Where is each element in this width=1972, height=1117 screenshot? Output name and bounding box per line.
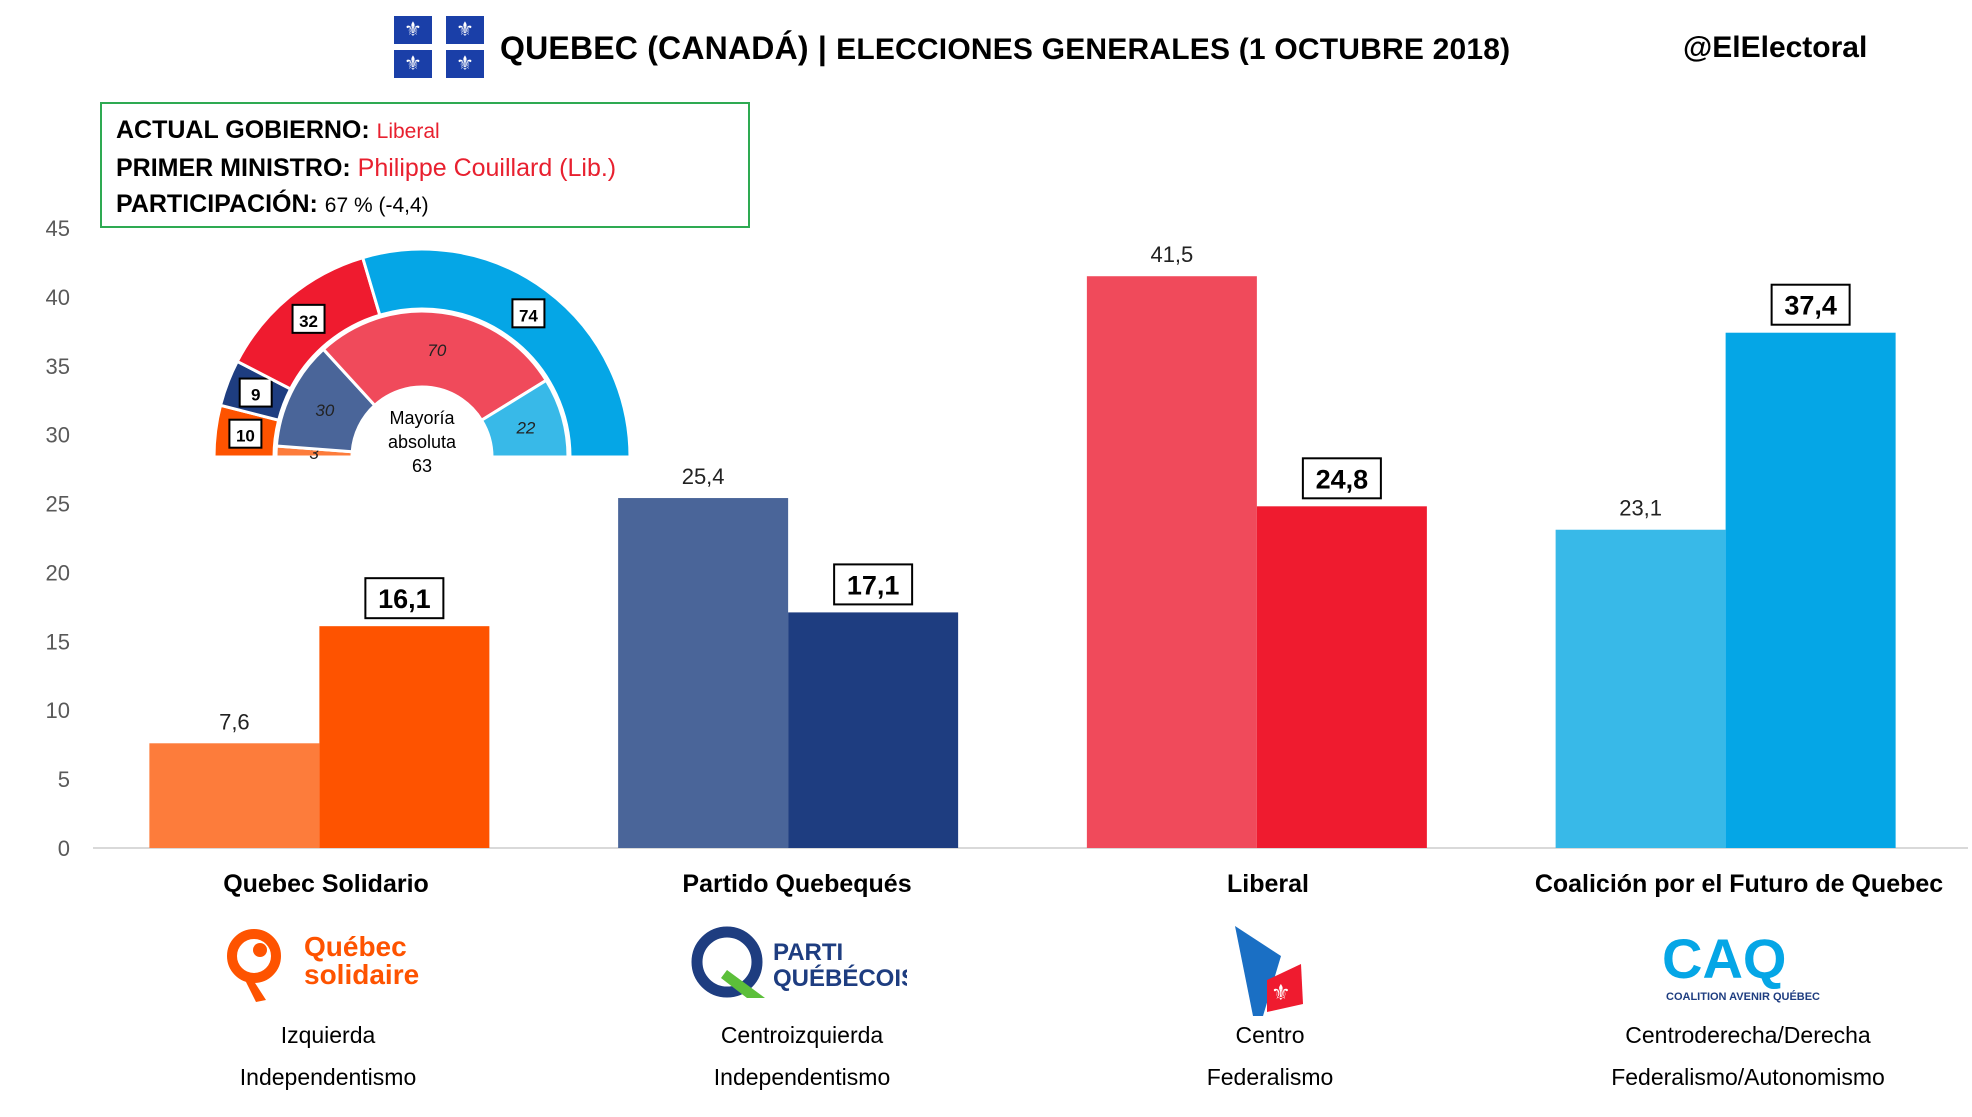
caq-logo-line1: CAQ [1662,927,1786,990]
info-gov-value: Liberal [376,120,440,143]
category-label-qs: Quebec Solidario [223,870,429,898]
seat-label-outer: 10 [236,427,255,446]
data-label-prev: 23,1 [1619,496,1662,521]
data-label-now: 17,1 [847,570,900,600]
svg-text:⚜: ⚜ [1271,981,1291,1006]
bar-now-0 [319,626,490,848]
title-sub: ELECCIONES GENERALES (1 OCTUBRE 2018) [836,33,1511,66]
seat-label-inner: 3 [309,444,319,463]
info-pm: PRIMER MINISTRO: Philippe Couillard (Lib… [116,150,734,186]
lib-ideology: Centro [1235,1022,1305,1048]
info-pm-key: PRIMER MINISTRO: [116,154,351,182]
info-gov: ACTUAL GOBIERNO: Liberal [116,112,734,150]
data-label-box [364,577,445,620]
seat-label-box [511,298,546,329]
info-part-value: 67 % (-4,4) [324,194,429,217]
quebec-flag-icon: ⚜ ⚜ ⚜ ⚜ [392,14,490,80]
y-tick-label: 20 [46,560,70,585]
data-label-prev: 25,4 [682,464,725,489]
data-label-box [1301,457,1382,500]
title-main: QUEBEC (CANADÁ) [500,30,809,66]
y-tick-label: 15 [46,629,70,654]
data-label-box [1770,283,1851,326]
seat-segment-inner-lib [321,309,549,423]
pq-logo: PARTI QUÉBÉCOIS [687,920,917,1010]
qs-axis: Independentismo [239,1064,417,1090]
y-tick-label: 0 [58,836,70,861]
info-part-key: PARTICIPACIÓN: [116,190,318,218]
y-tick-label: 10 [46,698,70,723]
handle: @ElElectoral [1683,31,1868,64]
category-label-pq: Partido Quebequés [682,870,912,898]
majority-label-2: absoluta [388,432,457,452]
y-tick-label: 30 [46,423,70,448]
seat-segment-outer-caq [360,247,632,459]
seat-label-inner: 30 [315,401,334,420]
bar-prev-3 [1555,529,1726,848]
page-title: QUEBEC (CANADÁ) | ELECCIONES GENERALES (… [500,30,1510,67]
bar-now-1 [788,612,959,848]
seat-label-outer: 32 [299,312,318,331]
info-gov-key: ACTUAL GOBIERNO: [116,116,370,144]
majority-value: 63 [412,456,432,476]
seat-label-box [238,377,273,408]
pq-logo-line2: QUÉBÉCOIS [773,964,907,992]
seat-label-outer: 9 [251,386,260,405]
y-tick-label: 35 [46,354,70,379]
liberal-logo: ⚜ [1223,920,1313,1016]
data-label-prev: 41,5 [1150,242,1193,267]
info-part: PARTICIPACIÓN: 67 % (-4,4) [116,186,734,224]
caq-logo-line2: COALITION AVENIR QUÉBEC [1666,990,1820,1003]
y-tick-label: 25 [46,492,70,517]
data-label-now: 37,4 [1784,291,1837,321]
bar-now-2 [1256,506,1427,848]
seat-label-inner: 70 [427,341,446,360]
seat-label-box [228,418,263,449]
lib-axis: Federalismo [1206,1064,1334,1090]
title-separator: | [817,30,828,66]
data-label-prev: 7,6 [219,709,250,734]
data-label-now: 24,8 [1316,464,1369,494]
seat-label-box [291,303,326,334]
seat-label-outer: 74 [519,306,538,325]
y-tick-label: 5 [58,767,70,792]
bar-prev-1 [618,498,789,848]
caq-logo: CAQ COALITION AVENIR QUÉBEC [1654,920,1824,1010]
bar-prev-0 [149,743,320,848]
qs-logo: Québec solidaire [226,920,426,1010]
majority-label: Mayoría [389,408,455,428]
pq-logo-line1: PARTI [773,939,843,966]
category-label-lib: Liberal [1227,870,1309,898]
y-tick-label: 40 [46,285,70,310]
info-pm-value: Philippe Couillard (Lib.) [357,154,617,182]
bar-prev-2 [1086,276,1257,848]
bar-now-3 [1725,332,1896,848]
y-tick-label: 45 [46,216,70,241]
seat-label-inner: 22 [515,419,535,438]
qs-ideology: Izquierda [280,1022,376,1048]
qs-logo-line2: solidaire [304,959,419,990]
caq-axis: Federalismo/Autonomismo [1611,1064,1885,1090]
qs-logo-line1: Québec [304,931,407,962]
pq-axis: Independentismo [713,1064,891,1090]
category-label-caq: Coalición por el Futuro de Quebec [1534,870,1944,898]
info-box: ACTUAL GOBIERNO: Liberal PRIMER MINISTRO… [100,102,750,228]
pq-ideology: Centroizquierda [720,1022,884,1048]
data-label-now: 16,1 [378,584,431,614]
caq-ideology: Centroderecha/Derecha [1625,1022,1871,1048]
data-label-box [833,563,914,606]
seat-segment-inner-caq [479,378,570,459]
